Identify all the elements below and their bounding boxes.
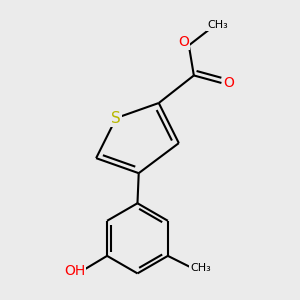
Text: O: O — [224, 76, 234, 90]
Text: CH₃: CH₃ — [190, 263, 211, 273]
Text: S: S — [111, 110, 121, 125]
Text: CH₃: CH₃ — [207, 20, 228, 30]
Text: OH: OH — [64, 264, 85, 278]
Text: O: O — [178, 34, 189, 49]
